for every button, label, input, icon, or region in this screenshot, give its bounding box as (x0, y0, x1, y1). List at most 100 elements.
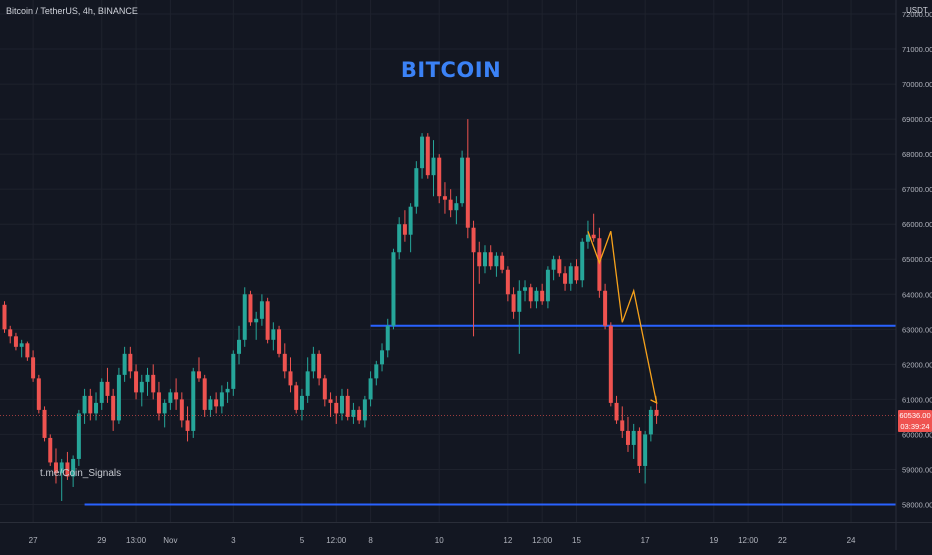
candle-body (505, 269, 510, 295)
candle-body (517, 290, 522, 312)
y-tick-label: 71000.00 (902, 45, 932, 54)
candle (357, 406, 362, 424)
candle (265, 297, 270, 344)
candle (2, 301, 7, 333)
candle (511, 287, 516, 319)
candle (391, 248, 396, 330)
candle (523, 280, 528, 302)
candle-body (511, 294, 516, 312)
candle-body (128, 353, 133, 372)
x-tick-label: 13:00 (126, 536, 147, 545)
candle-body (397, 224, 402, 253)
candle (414, 161, 419, 214)
candle (214, 392, 219, 414)
candle (437, 154, 442, 204)
candle-body (460, 157, 465, 204)
candle (420, 133, 425, 179)
candle-body (357, 409, 362, 421)
candle (139, 374, 144, 407)
candle-body (219, 392, 224, 407)
candle-body (540, 290, 545, 302)
candle (294, 381, 299, 414)
candle (465, 119, 470, 239)
countdown-timer: 03:39:24 (900, 421, 930, 431)
projection-drawing (587, 230, 658, 405)
candle (351, 402, 356, 424)
candle-body (591, 234, 596, 239)
candle-body (25, 343, 30, 358)
candle (608, 322, 613, 407)
candle (76, 409, 81, 466)
candle-body (145, 374, 150, 382)
candle-body (317, 353, 322, 379)
candle-body (288, 371, 293, 386)
x-tick-label: 12 (503, 536, 512, 545)
candle (65, 451, 70, 480)
candle (625, 416, 630, 452)
candle (288, 357, 293, 393)
x-tick-label: 15 (572, 536, 581, 545)
candle (551, 255, 556, 281)
candle-body (408, 206, 413, 235)
candle-body (545, 269, 550, 302)
candle-body (391, 252, 396, 326)
x-tick-label: 22 (778, 536, 787, 545)
candle (425, 133, 430, 179)
candle-body (105, 381, 110, 396)
candle-body (328, 399, 333, 403)
candle (448, 189, 453, 218)
candle (517, 280, 522, 354)
candle-body (568, 266, 573, 284)
candle (505, 266, 510, 302)
symbol-title[interactable]: Bitcoin / TetherUS, 4h, BINANCE (6, 6, 138, 16)
candle (477, 241, 482, 284)
candle-body (277, 329, 282, 354)
x-tick-label: 12:00 (738, 536, 759, 545)
candle-body (248, 294, 253, 323)
candle (168, 388, 173, 410)
candle-body (36, 378, 41, 410)
candle (53, 448, 58, 484)
candle (156, 381, 161, 421)
candle-body (339, 395, 344, 414)
candle (442, 182, 447, 214)
candle-body (71, 458, 76, 477)
candle-body (563, 273, 568, 284)
currency-label: USDT (906, 6, 928, 15)
last-price-tag: 60536.00 03:39:24 (898, 409, 932, 432)
candle-body (374, 364, 379, 379)
candle (8, 325, 13, 344)
candle (488, 245, 493, 270)
candle (116, 367, 121, 424)
candle-body (368, 378, 373, 400)
candle (534, 287, 539, 309)
candle-body (19, 343, 24, 347)
candle-body (31, 357, 36, 379)
candle-body (139, 381, 144, 393)
candle (128, 346, 133, 379)
candle-body (385, 325, 390, 351)
candle (368, 371, 373, 407)
candle-body (8, 329, 13, 337)
candle-body (94, 402, 99, 414)
candle-body (322, 378, 327, 400)
candle (202, 374, 207, 417)
candle-body (202, 378, 207, 410)
y-tick-label: 65000.00 (902, 255, 932, 264)
y-tick-label: 68000.00 (902, 150, 932, 159)
candle (574, 259, 579, 284)
candle (528, 283, 533, 309)
candle (311, 346, 316, 379)
candle (328, 392, 333, 417)
grid (0, 0, 896, 522)
candle (631, 423, 636, 459)
candles (2, 119, 659, 501)
candle-body (442, 196, 447, 200)
candle (408, 203, 413, 253)
candle-body (265, 301, 270, 340)
candle (585, 220, 590, 249)
y-tick-label: 72000.00 (902, 10, 932, 19)
candle-body (631, 430, 636, 445)
